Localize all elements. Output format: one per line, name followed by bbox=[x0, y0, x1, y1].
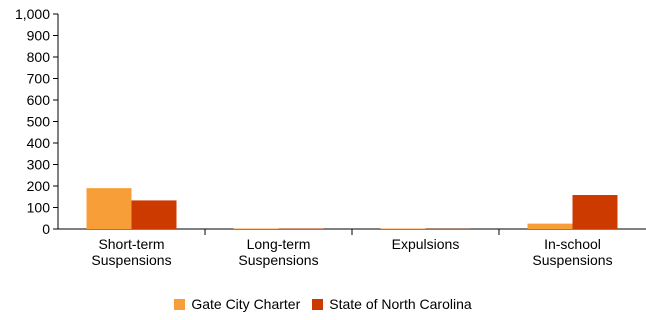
bar bbox=[527, 223, 573, 229]
x-tick-label-line: Suspensions bbox=[238, 252, 318, 268]
legend-swatch bbox=[174, 298, 186, 310]
x-tick-label: Short-term Suspensions bbox=[91, 236, 171, 268]
x-tick-label-line: Suspensions bbox=[91, 252, 171, 268]
y-tick-label: 100 bbox=[27, 200, 51, 216]
legend-item-gate-city-charter: Gate City Charter bbox=[174, 296, 300, 312]
y-tick-label: 800 bbox=[27, 49, 51, 65]
x-tick-label-line: Short-term bbox=[98, 236, 164, 252]
legend-label: State of North Carolina bbox=[329, 296, 472, 312]
y-axis: 0 100 200 300 400 500 600 700 800 900 1,000 bbox=[15, 6, 59, 237]
x-tick-label: Expulsions bbox=[392, 236, 460, 252]
x-tick-label-line: In-school bbox=[544, 236, 601, 252]
legend: Gate City Charter State of North Carolin… bbox=[0, 296, 646, 312]
x-tick-label: In-school Suspensions bbox=[532, 236, 612, 268]
x-tick-label: Long-term Suspensions bbox=[238, 236, 318, 268]
y-tick-label: 1,000 bbox=[15, 6, 50, 22]
legend-swatch bbox=[312, 298, 324, 310]
chart-plot: 0 100 200 300 400 500 600 700 800 900 1,000 Short-… bbox=[15, 6, 646, 268]
x-tick-label-line: Long-term bbox=[247, 236, 311, 252]
bar bbox=[380, 228, 426, 229]
y-tick-label: 400 bbox=[27, 135, 51, 151]
y-tick-label: 0 bbox=[42, 221, 50, 237]
y-tick-label: 200 bbox=[27, 178, 51, 194]
y-tick-label: 500 bbox=[27, 114, 51, 130]
x-tick-label-line: Expulsions bbox=[392, 236, 460, 252]
bar bbox=[86, 188, 132, 229]
bar bbox=[572, 195, 618, 229]
bars bbox=[86, 188, 618, 229]
legend-item-state-of-north-carolina: State of North Carolina bbox=[312, 296, 472, 312]
bar bbox=[131, 200, 177, 229]
y-tick-label: 300 bbox=[27, 157, 51, 173]
bar bbox=[233, 228, 279, 229]
y-tick-label: 900 bbox=[27, 28, 51, 44]
y-tick-label: 600 bbox=[27, 92, 51, 108]
x-tick-label-line: Suspensions bbox=[532, 252, 612, 268]
legend-label: Gate City Charter bbox=[191, 296, 301, 312]
y-tick-label: 700 bbox=[27, 71, 51, 87]
